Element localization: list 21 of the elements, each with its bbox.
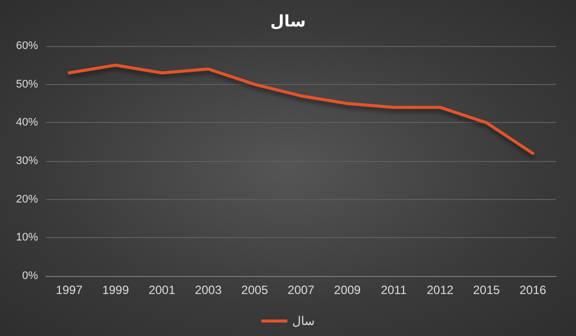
x-tick-label: 1999 bbox=[102, 283, 130, 297]
chart-title: سال bbox=[270, 12, 306, 30]
x-tick-label: 1997 bbox=[56, 283, 83, 297]
line-series bbox=[68, 64, 534, 155]
x-tick-label: 2007 bbox=[288, 283, 315, 297]
y-tick-label: 10% bbox=[16, 232, 38, 244]
y-tick-label: 30% bbox=[16, 155, 38, 167]
x-tick-label: 2009 bbox=[334, 283, 362, 297]
x-tick-label: 2005 bbox=[241, 283, 268, 297]
x-tick-label: 2001 bbox=[148, 283, 176, 297]
y-tick-label: 40% bbox=[16, 116, 38, 129]
x-tick-label: 2011 bbox=[380, 283, 407, 297]
x-tick-label: 2016 bbox=[519, 283, 546, 297]
y-tick-label: 60% bbox=[16, 40, 38, 52]
x-tick-label: 2003 bbox=[194, 283, 222, 297]
y-tick-label: 0% bbox=[22, 270, 38, 282]
x-tick-label: 2015 bbox=[473, 283, 500, 297]
x-tick-label: 2012 bbox=[426, 283, 454, 297]
legend-label: سال bbox=[292, 314, 315, 328]
y-tick-label: 50% bbox=[16, 78, 38, 90]
y-tick-label: 20% bbox=[16, 193, 38, 206]
